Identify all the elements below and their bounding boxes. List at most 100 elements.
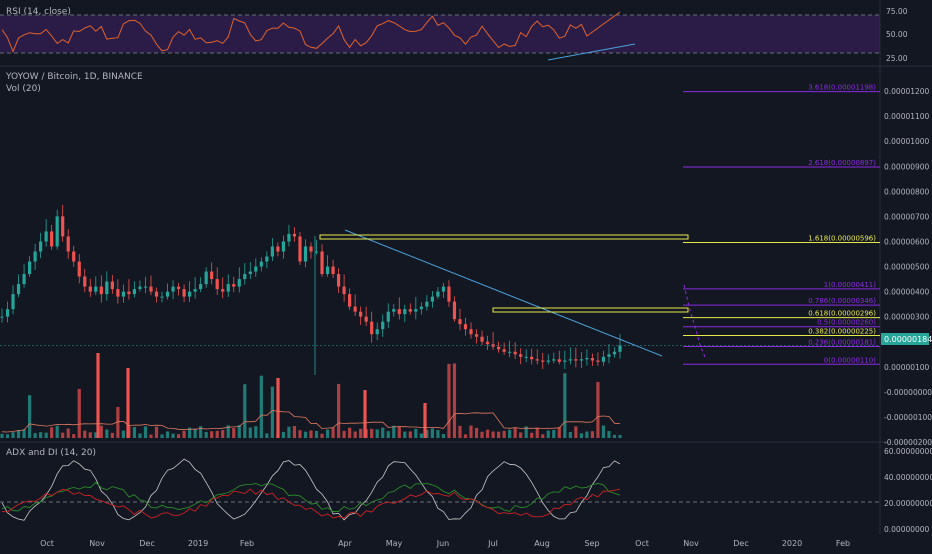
volume-bar [423,403,427,438]
candle-body [99,286,103,295]
time-tick-label: Dec [139,539,154,548]
candle-body [480,336,484,342]
volume-bar [579,433,583,438]
price-tick-label: -0.00000000 [884,388,932,397]
adx-line [1,458,621,521]
candle-body [116,289,120,297]
volume-bar [11,432,15,438]
price-tick-label: -0.00000200 [884,438,932,447]
candle-body [519,354,523,357]
volume-bar [436,430,440,438]
volume-bar [259,375,263,438]
candle-body [138,286,142,290]
volume-bar [204,431,208,438]
candle-body [265,256,269,262]
volume-bar [39,432,43,438]
candle-body [419,306,423,310]
candle-body [232,284,236,287]
di-plus-line [1,481,621,512]
volume-bar [480,431,484,438]
volume-bar [5,434,10,438]
volume-bar [99,425,103,438]
volume-bar [221,430,225,438]
price-tick-label: 0.00000300 [884,313,930,322]
volume-bar [408,431,412,438]
candle-body [72,251,76,262]
candle-body [441,286,446,292]
time-tick-label: May [386,539,403,548]
volume-ma-line [1,409,621,433]
volume-bar [485,429,490,438]
candle-body [585,358,589,360]
candle-body [171,286,175,292]
candle-body [127,291,131,295]
volume-bar [392,425,396,438]
candle-body [160,296,164,298]
volume-bar [519,432,523,438]
candle-body [342,286,346,295]
time-tick-label: Aug [534,539,550,548]
fib-level-label: 2.618(0.00000897) [808,159,876,167]
volume-bar [116,407,120,438]
price-tick-label: 0.00000600 [884,237,930,246]
candle-body [182,289,186,297]
di-minus-line [1,488,621,519]
projection-path [683,284,706,358]
candle-body [33,251,37,262]
volume-bar [590,431,595,438]
volume-bar [375,429,379,438]
volume-bar [552,430,556,438]
fib-level-label: 0.236(0.00000181) [808,338,876,346]
candle-body [414,309,418,312]
candle-body [447,286,451,302]
volume-bar [298,430,302,438]
volume-bar [508,429,512,438]
candle-body [287,233,291,242]
volume-bar [585,431,589,438]
price-tick-label: -0.00000100 [884,413,932,422]
volume-bar [497,431,501,438]
candle-body [348,294,352,307]
candle-body [309,246,313,252]
rsi-pane: RSI (14, close) [0,7,880,61]
volume-bar [342,430,346,438]
candle-body [0,316,4,318]
volume-bar [502,430,506,438]
fib-level-label: 0.382(0.00000225) [808,327,876,335]
price-tick-label: 0.00000900 [884,162,930,171]
time-axis: Oct Nov Dec 2019 Feb Apr May Jun Jul Aug Sep Oct Nov… [40,539,850,548]
candle-body [22,274,26,285]
time-tick-label: Nov [683,539,699,548]
volume-bar [66,428,70,438]
volume-bar [320,433,324,438]
price-tick-label: 0.00001100 [884,112,930,121]
volume-bar [160,434,164,438]
volume-bar [165,431,170,438]
candle-body [132,289,137,295]
candle-body [110,281,114,290]
volume-bar [370,428,374,438]
candle-body [66,236,70,252]
volume-bar [458,425,462,438]
volume-bar [607,431,611,438]
candle-body [204,271,208,285]
candle-body [143,286,148,288]
volume-bar [188,427,192,438]
volume-bar [336,383,341,438]
candle-body [546,360,550,362]
fib-level-label: 3.618(0.00001198) [808,84,876,92]
volume-bar [55,425,59,438]
volume-bar [88,432,92,438]
candle-body [83,276,87,287]
candle-body [154,291,159,297]
time-tick-label: Sep [584,539,599,548]
volume-bar [568,431,572,438]
candle-body [502,349,506,352]
main-pane: 3.618(0.00001198) 2.618(0.00000897) 1.618(… [0,72,880,438]
volume-bar [199,426,203,438]
candle-body [276,246,280,252]
volume-bar [33,433,37,438]
volume-bar [325,429,330,438]
fib-level-label: 0.786(0.00000346) [808,297,876,305]
candle-body [364,316,368,322]
